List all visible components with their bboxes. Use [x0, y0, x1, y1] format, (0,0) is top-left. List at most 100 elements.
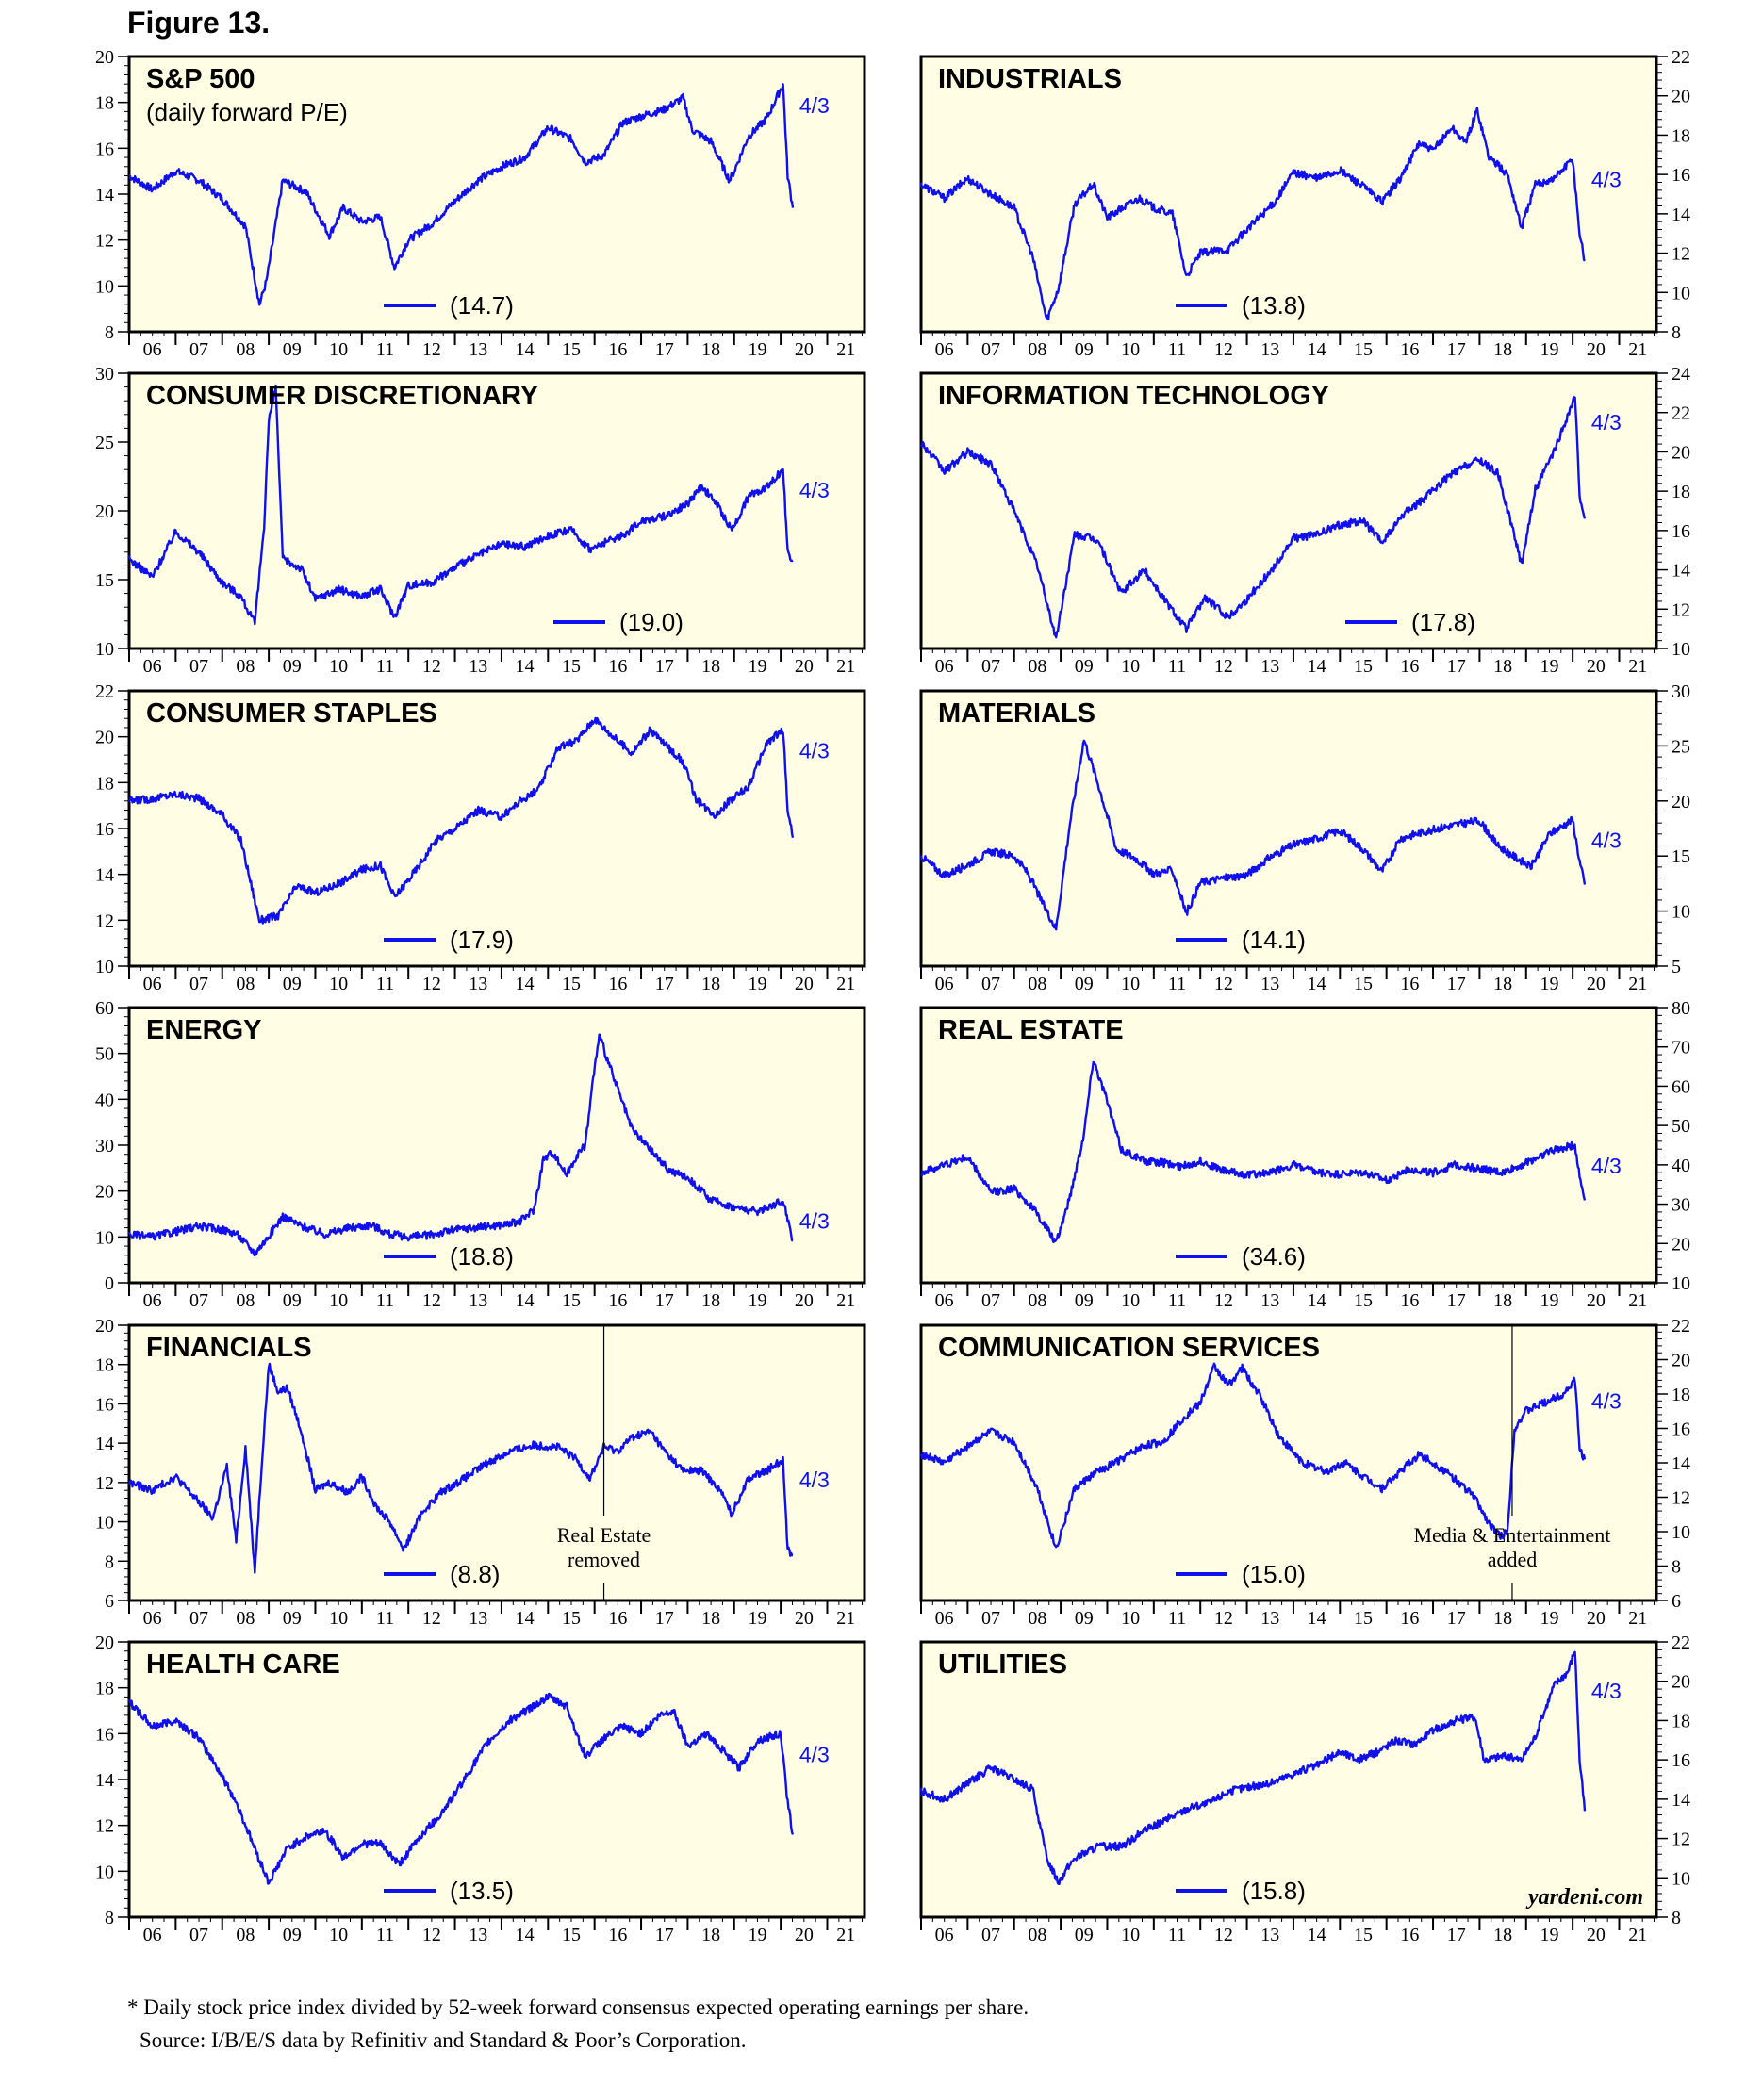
- chart-panel-s-p-500: 8 10 12 14 16 18 20 06 07 08 09 10 11 12 13 14 15 16 17 18 1…: [95, 47, 866, 360]
- x-tick-label: 08: [1028, 656, 1046, 677]
- chart-panel-consumer-discretionary: 10 15 20 25 30 06 07 08 09 10 11 12 13 14 15 16 17 18 19 20…: [95, 364, 866, 677]
- x-tick-label: 11: [376, 339, 394, 360]
- y-tick-label: 10: [95, 1862, 114, 1882]
- x-tick-label: 20: [1587, 1290, 1606, 1311]
- x-tick-label: 19: [1540, 974, 1558, 994]
- x-tick-label: 08: [236, 656, 255, 677]
- x-tick-label: 08: [1028, 1290, 1046, 1311]
- x-tick-label: 09: [1075, 1290, 1094, 1311]
- y-tick-label: 14: [1672, 561, 1690, 582]
- y-tick-label: 8: [105, 1551, 114, 1572]
- annotation-text: added: [1488, 1548, 1538, 1571]
- x-tick-label: 07: [981, 339, 1000, 360]
- x-tick-label: 14: [1308, 974, 1326, 994]
- average-label: (17.8): [1411, 608, 1475, 636]
- x-tick-label: 16: [1400, 1608, 1419, 1629]
- date-marker: 4/3: [799, 738, 830, 763]
- x-tick-label: 15: [1354, 339, 1373, 360]
- x-tick-label: 15: [562, 339, 581, 360]
- x-tick-label: 17: [1447, 1290, 1466, 1311]
- x-tick-label: 20: [1587, 1925, 1606, 1945]
- x-tick-label: 12: [422, 656, 441, 677]
- x-tick-label: 06: [935, 339, 954, 360]
- series-line: [128, 83, 795, 306]
- x-tick-label: 21: [836, 1925, 855, 1945]
- series-line: [919, 396, 1587, 639]
- average-label: (34.6): [1242, 1242, 1306, 1271]
- y-tick-label: 10: [95, 1513, 114, 1534]
- chart-title: MATERIALS: [938, 698, 1095, 729]
- x-tick-label: 21: [836, 974, 855, 994]
- average-label: (14.1): [1242, 926, 1306, 954]
- x-tick-label: 08: [1028, 1925, 1046, 1945]
- y-tick-label: 12: [95, 231, 114, 252]
- average-label: (8.8): [450, 1560, 500, 1588]
- chart-title: CONSUMER DISCRETIONARY: [146, 381, 538, 411]
- x-tick-label: 21: [1628, 974, 1647, 994]
- average-label: (14.7): [450, 291, 514, 320]
- x-tick-label: 20: [1587, 974, 1606, 994]
- x-tick-label: 21: [836, 656, 855, 677]
- x-tick-label: 14: [1308, 1608, 1326, 1629]
- x-tick-label: 13: [1260, 974, 1279, 994]
- y-tick-label: 18: [95, 1679, 114, 1699]
- x-tick-label: 17: [655, 656, 674, 677]
- x-tick-label: 20: [1587, 339, 1606, 360]
- x-tick-label: 07: [981, 1608, 1000, 1629]
- chart-title: FINANCIALS: [146, 1333, 312, 1363]
- y-tick-label: 16: [95, 1394, 114, 1415]
- x-tick-label: 18: [1493, 1608, 1512, 1629]
- x-tick-label: 12: [422, 1608, 441, 1629]
- x-tick-label: 17: [1447, 974, 1466, 994]
- plot-area: [919, 55, 1658, 334]
- x-tick-label: 16: [1400, 656, 1419, 677]
- x-tick-label: 11: [1168, 1290, 1186, 1311]
- chart-panel-real-estate: 10 20 30 40 50 60 70 80 06 07 08 09 10 11 12 13 14 15 16 17…: [919, 998, 1690, 1311]
- x-tick-label: 21: [1628, 1290, 1647, 1311]
- x-tick-label: 16: [608, 974, 627, 994]
- x-tick-label: 10: [1121, 339, 1140, 360]
- y-tick-label: 6: [105, 1591, 114, 1612]
- x-tick-label: 06: [143, 1608, 162, 1629]
- x-tick-label: 20: [1587, 656, 1606, 677]
- x-tick-label: 18: [701, 339, 720, 360]
- y-tick-label: 8: [1672, 322, 1681, 343]
- y-tick-label: 30: [95, 364, 114, 385]
- y-tick-label: 22: [1672, 1632, 1690, 1653]
- x-tick-label: 20: [795, 1290, 814, 1311]
- x-tick-label: 11: [1168, 1925, 1186, 1945]
- y-tick-label: 15: [1672, 846, 1690, 867]
- x-tick-label: 10: [1121, 1290, 1140, 1311]
- chart-title: CONSUMER STAPLES: [146, 698, 437, 729]
- x-tick-label: 09: [283, 1608, 302, 1629]
- x-tick-label: 09: [283, 656, 302, 677]
- x-tick-label: 06: [143, 1290, 162, 1311]
- y-tick-label: 14: [95, 1770, 114, 1791]
- chart-panel-communication-services: 6 8 10 12 14 16 18 20 22 06 07 08 09 10 11 12 13 14 15 16 17…: [919, 1316, 1690, 1629]
- x-tick-label: 17: [1447, 339, 1466, 360]
- x-tick-label: 06: [935, 1608, 954, 1629]
- x-tick-label: 18: [701, 1608, 720, 1629]
- date-marker: 4/3: [1591, 1154, 1622, 1178]
- average-label: (13.5): [450, 1877, 514, 1905]
- y-tick-label: 8: [1672, 1908, 1681, 1928]
- y-tick-label: 22: [1672, 403, 1690, 424]
- y-tick-label: 14: [1672, 205, 1690, 225]
- x-tick-label: 19: [748, 1608, 766, 1629]
- x-tick-label: 06: [143, 974, 162, 994]
- x-tick-label: 14: [1308, 339, 1326, 360]
- x-tick-label: 20: [1587, 1608, 1606, 1629]
- date-marker: 4/3: [799, 1208, 830, 1233]
- y-tick-label: 40: [95, 1090, 114, 1110]
- x-tick-label: 14: [516, 974, 535, 994]
- x-tick-label: 17: [1447, 1925, 1466, 1945]
- x-tick-label: 15: [562, 1608, 581, 1629]
- x-tick-label: 10: [329, 1608, 348, 1629]
- x-tick-label: 14: [516, 656, 535, 677]
- x-tick-label: 11: [376, 1608, 394, 1629]
- x-tick-label: 11: [376, 1290, 394, 1311]
- x-tick-label: 18: [1493, 1290, 1512, 1311]
- date-marker: 4/3: [799, 1742, 830, 1766]
- chart-title: ENERGY: [146, 1015, 261, 1045]
- y-tick-label: 20: [95, 47, 114, 68]
